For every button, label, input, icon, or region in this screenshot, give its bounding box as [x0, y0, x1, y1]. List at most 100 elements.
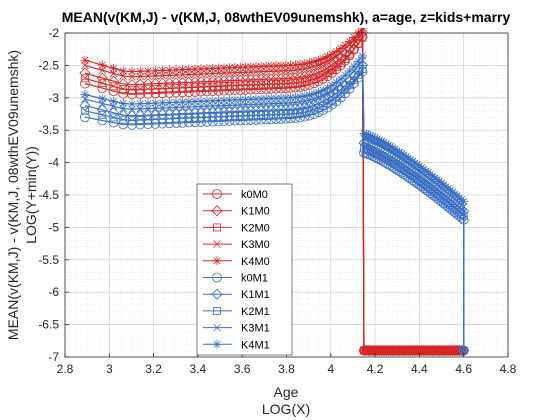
- data-point: [319, 102, 327, 110]
- data-point: [202, 64, 212, 74]
- legend-marker: [213, 240, 221, 248]
- data-point: [336, 44, 346, 54]
- y-tick-label: -5: [48, 220, 59, 234]
- y-tick-label: -6: [48, 285, 59, 299]
- data-point: [118, 66, 128, 76]
- data-point: [340, 70, 350, 80]
- data-point: [202, 113, 211, 122]
- data-point: [295, 92, 305, 102]
- data-point: [241, 111, 250, 120]
- data-point: [363, 130, 373, 140]
- data-point: [331, 47, 341, 57]
- data-point: [235, 62, 245, 72]
- data-point: [197, 113, 205, 122]
- data-point: [314, 73, 323, 82]
- data-point: [208, 63, 218, 73]
- legend-entry-K1M1: K1M1: [203, 288, 270, 301]
- legend-label: K4M1: [241, 339, 270, 351]
- data-point: [197, 83, 205, 91]
- data-point: [349, 61, 359, 71]
- data-point: [271, 61, 281, 71]
- data-point: [392, 146, 402, 156]
- data-point: [80, 112, 90, 123]
- data-point: [370, 133, 380, 143]
- data-point: [281, 61, 291, 71]
- x-tick-label: 3: [106, 362, 113, 376]
- data-point: [184, 83, 193, 92]
- data-point: [323, 99, 332, 108]
- data-point: [219, 95, 229, 105]
- data-point: [225, 82, 234, 90]
- data-point: [403, 153, 413, 163]
- data-point: [214, 112, 223, 121]
- legend-label: K1M1: [241, 289, 270, 301]
- legend-marker: [213, 323, 221, 332]
- data-point: [331, 77, 341, 87]
- data-point: [366, 131, 376, 141]
- data-point: [300, 77, 309, 86]
- data-point: [272, 80, 280, 88]
- y-tick-label: -2: [48, 26, 59, 40]
- data-point: [290, 60, 300, 70]
- data-point: [266, 93, 276, 103]
- data-point: [349, 32, 359, 42]
- data-point: [402, 167, 411, 176]
- x-tick-label: 4.6: [455, 362, 472, 376]
- data-point: [384, 156, 393, 164]
- data-point: [319, 71, 327, 80]
- data-point: [257, 111, 266, 119]
- data-point: [190, 97, 200, 107]
- legend-entry-k0M0: k0M0: [203, 189, 268, 201]
- legend-label: K4M0: [241, 256, 270, 268]
- data-point: [295, 59, 305, 69]
- data-point: [304, 90, 314, 100]
- legend-entry-K4M1: K4M1: [203, 339, 270, 351]
- data-point: [230, 63, 240, 73]
- data-point: [459, 196, 469, 206]
- data-point: [323, 52, 333, 62]
- data-point: [214, 82, 223, 91]
- data-point: [277, 79, 285, 88]
- data-point: [276, 61, 286, 71]
- data-point: [391, 160, 399, 168]
- x-tick-label: 3.8: [278, 362, 295, 376]
- data-point: [277, 110, 285, 119]
- legend-label: K3M1: [241, 323, 270, 335]
- data-point: [80, 90, 90, 100]
- y-axis-label-secondary: LOG(Y+min(Y)): [23, 146, 39, 244]
- data-point: [257, 80, 266, 89]
- data-point: [164, 98, 174, 108]
- data-point: [281, 93, 291, 103]
- legend-marker: [212, 189, 222, 199]
- data-point: [246, 111, 255, 120]
- data-point: [184, 97, 194, 107]
- y-tick-label: -5.5: [38, 253, 59, 267]
- chart-title: MEAN(v(KM,J) - v(KM,J, 08wthEV09unemshk)…: [62, 9, 511, 25]
- data-point: [401, 152, 411, 162]
- data-point: [412, 159, 422, 169]
- data-point: [144, 85, 152, 94]
- x-tick-label: 4.2: [367, 362, 384, 376]
- data-point: [98, 79, 107, 88]
- data-point: [190, 64, 200, 74]
- data-point: [157, 65, 167, 75]
- series-layer: [79, 28, 470, 357]
- data-point: [236, 81, 245, 90]
- data-point: [304, 58, 314, 68]
- data-point: [361, 129, 371, 139]
- data-point: [136, 85, 145, 94]
- data-point: [213, 63, 223, 73]
- data-point: [357, 51, 367, 61]
- data-point: [128, 116, 136, 125]
- legend-entry-k0M1: k0M1: [203, 273, 268, 285]
- data-point: [372, 134, 382, 144]
- data-point: [318, 85, 328, 95]
- data-point: [388, 143, 398, 153]
- data-point: [314, 55, 324, 65]
- data-point: [457, 209, 466, 218]
- x-tick-label: 2.8: [57, 362, 74, 376]
- data-point: [109, 113, 118, 122]
- data-point: [225, 63, 235, 73]
- data-point: [323, 68, 332, 77]
- data-point: [379, 138, 389, 148]
